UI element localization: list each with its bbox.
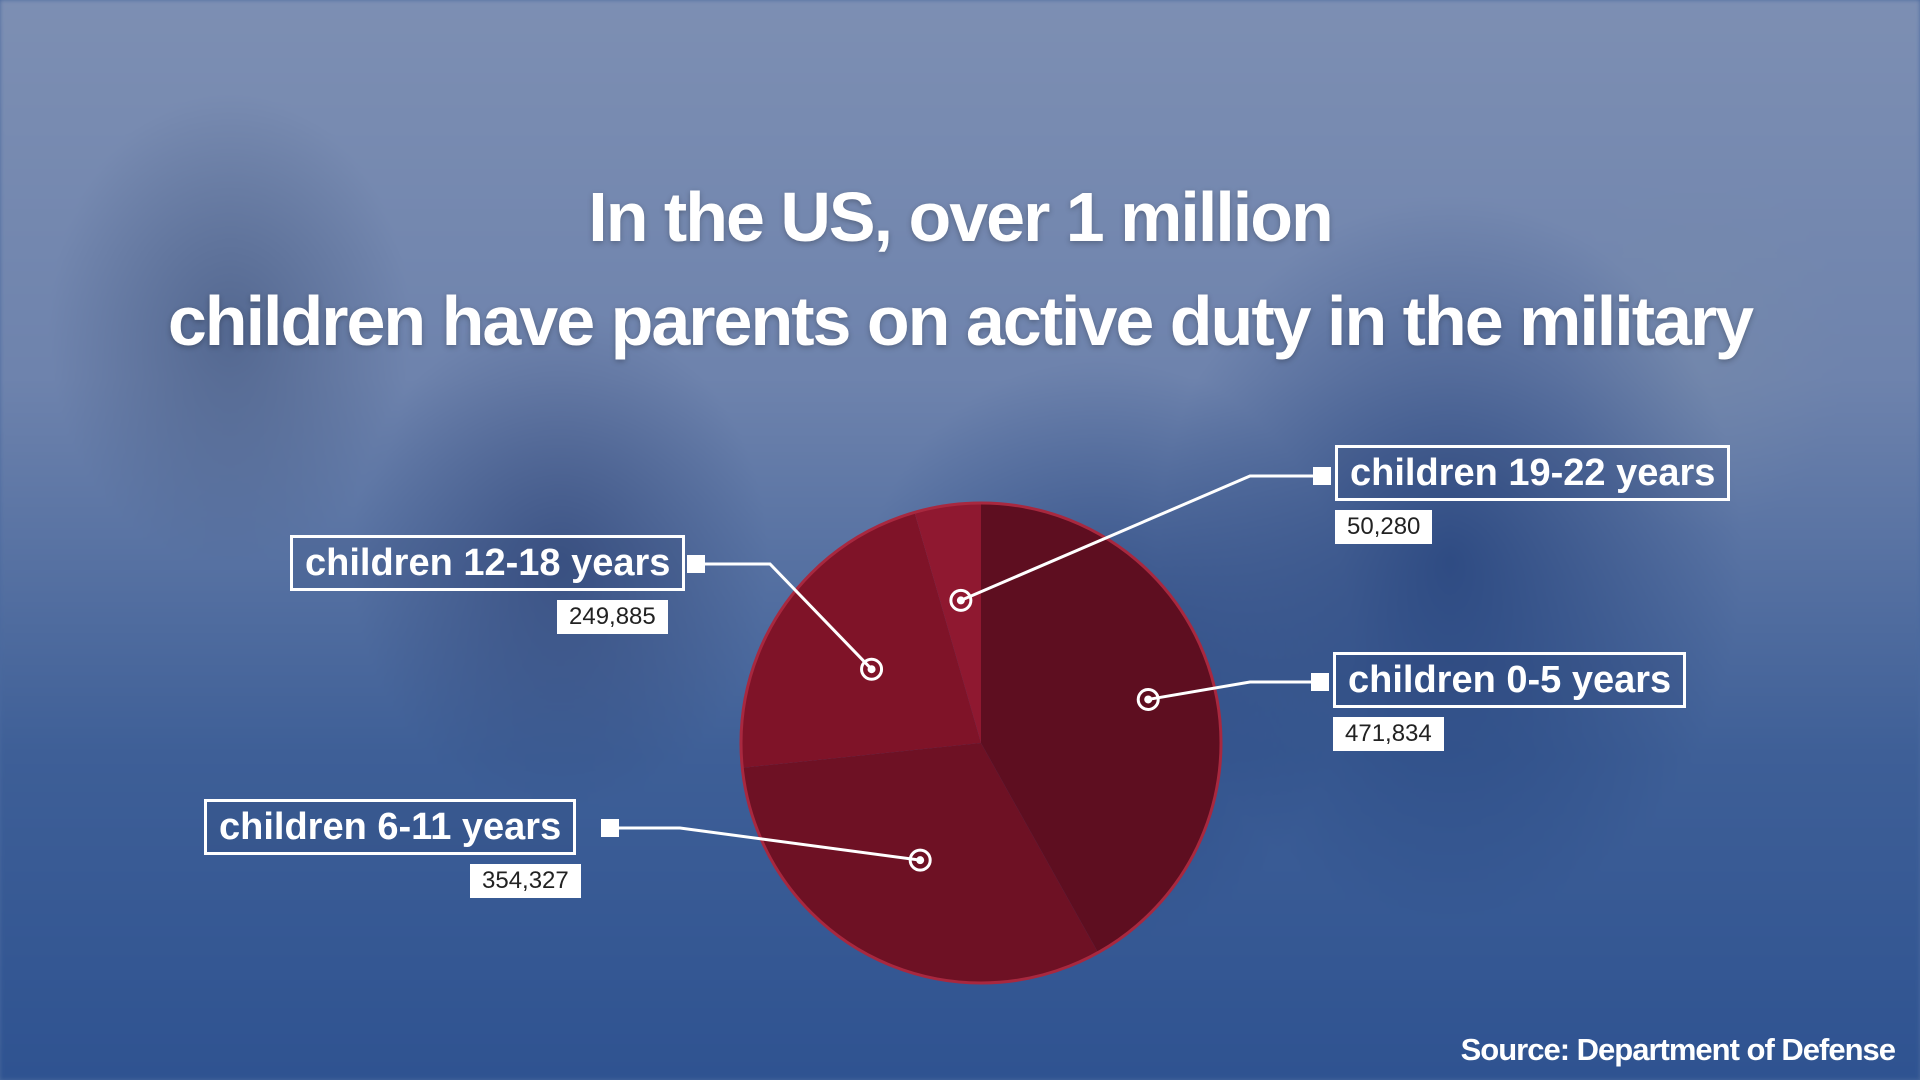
pie-slice-children-12-18-years	[741, 512, 981, 768]
label-children-19-22: children 19-22 years	[1335, 445, 1731, 501]
leader-square-marker	[687, 555, 705, 573]
leader-square-marker	[1311, 673, 1329, 691]
leader-ring-marker	[1136, 687, 1160, 711]
title-line-2: children have parents on active duty in …	[167, 282, 1754, 360]
leader-line	[960, 474, 1322, 602]
leader-dot-marker	[916, 856, 925, 865]
value-children-0-5: 471,834	[1333, 717, 1444, 751]
pie-slice-children-19-22-years	[914, 503, 981, 743]
leader-line	[1147, 680, 1320, 701]
leader-dot-marker	[867, 665, 876, 674]
value-children-6-11: 354,327	[470, 864, 581, 898]
title-line-1: In the US, over 1 million	[588, 178, 1333, 256]
leader-line	[610, 826, 921, 862]
leader-dot-marker	[1144, 695, 1153, 704]
value-children-19-22: 50,280	[1335, 510, 1433, 544]
pie-slice-children-0-5-years	[981, 503, 1222, 953]
label-children-12-18: children 12-18 years	[290, 535, 686, 591]
leader-line	[696, 562, 873, 671]
leader-square-marker	[601, 819, 619, 837]
leader-ring-marker	[860, 657, 884, 681]
leader-dot-marker	[956, 596, 965, 605]
label-children-6-11: children 6-11 years	[204, 799, 577, 855]
leader-square-marker	[1313, 467, 1331, 485]
label-children-0-5: children 0-5 years	[1333, 652, 1687, 708]
source-note: Source: Department of Defense	[1460, 1032, 1896, 1067]
leader-ring-marker	[949, 588, 973, 612]
page-title: In the US, over 1 million children have …	[0, 165, 1920, 373]
value-children-12-18: 249,885	[557, 600, 668, 634]
leader-ring-marker	[908, 848, 932, 872]
pie-outline	[739, 501, 1223, 985]
